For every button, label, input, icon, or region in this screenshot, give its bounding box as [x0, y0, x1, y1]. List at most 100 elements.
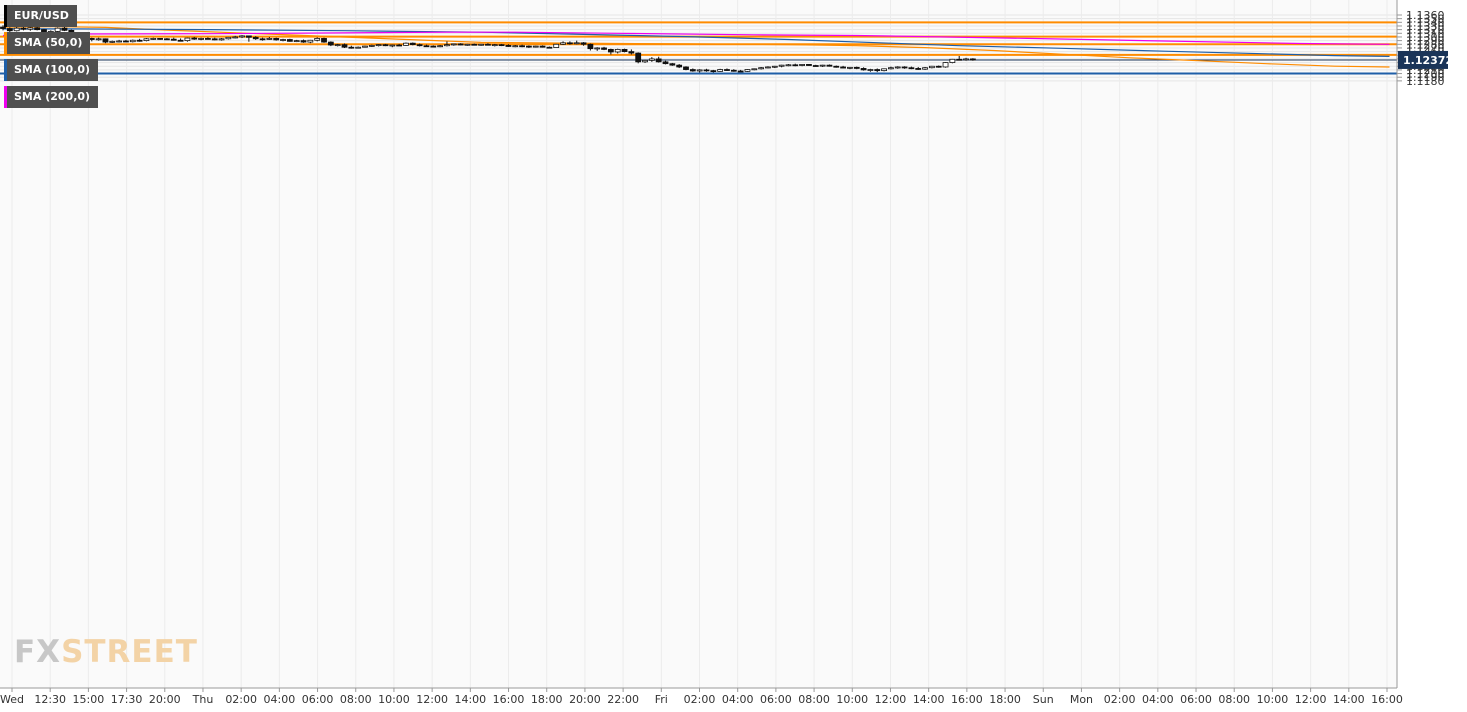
candle [327, 41, 334, 47]
candle-body [526, 45, 532, 48]
x-tick-label: 14:00 [454, 693, 486, 706]
candle [539, 45, 546, 48]
candle [136, 38, 143, 42]
candle-body [368, 44, 375, 47]
y-tick-label: 1.1310 [1406, 27, 1445, 40]
candle [703, 68, 710, 72]
candle-body [321, 38, 327, 43]
x-tick-label: 18:00 [989, 693, 1021, 706]
candle [232, 35, 239, 39]
candle-body [34, 27, 41, 31]
x-tick-label: Sun [1033, 693, 1054, 706]
candle [771, 65, 778, 69]
candle-body [102, 38, 109, 43]
candle-body [245, 35, 252, 38]
candle [553, 43, 560, 48]
candle [812, 64, 819, 67]
candle [526, 45, 532, 48]
candle [266, 36, 273, 40]
legend-swatch [4, 86, 7, 108]
candle-body [375, 44, 382, 47]
candle-body [129, 39, 136, 43]
x-tick-label: 10:00 [378, 693, 410, 706]
candle-body [348, 46, 355, 49]
candle [765, 66, 771, 69]
candle [778, 64, 785, 68]
candle-body [204, 38, 211, 40]
candle [662, 60, 669, 65]
candle [27, 27, 34, 31]
y-tick-label: 1.1320 [1406, 24, 1445, 37]
candle [239, 35, 245, 39]
candle [806, 64, 812, 66]
candle-body [136, 39, 143, 42]
candle-body [485, 43, 491, 46]
y-tick-label: 1.1360 [1406, 9, 1445, 22]
candle-body [751, 68, 758, 71]
candle-body [266, 38, 273, 40]
candle-body [730, 69, 737, 72]
candle [95, 37, 102, 41]
candle-body [628, 51, 635, 54]
candle-body [307, 39, 314, 43]
candle-body [239, 35, 245, 38]
candle [853, 66, 860, 70]
candle-body [409, 42, 416, 46]
candle-body [696, 69, 703, 72]
candle-body [778, 64, 785, 67]
candle [409, 42, 416, 46]
x-tick-label: 04:00 [722, 693, 754, 706]
legend-sma200[interactable]: SMA (200,0) [4, 86, 99, 108]
candle-body [170, 38, 177, 41]
candle [177, 38, 184, 42]
candle [860, 67, 867, 71]
legend-symbol[interactable]: EUR/USD [4, 5, 98, 27]
candle-body [396, 44, 403, 47]
candle [901, 66, 908, 69]
candle [614, 48, 621, 54]
candle [648, 57, 655, 62]
candle-body [963, 58, 969, 61]
candle-body [450, 43, 457, 46]
candle-body [573, 42, 580, 45]
candle [847, 66, 853, 70]
candle [935, 65, 942, 68]
candle-body [61, 27, 68, 31]
candle-body [744, 69, 751, 72]
x-tick-label: 17:30 [111, 693, 143, 706]
candle-body [894, 66, 901, 69]
candle [355, 46, 362, 49]
x-tick-label: 08:00 [798, 693, 830, 706]
candle [225, 36, 232, 40]
candle [669, 62, 676, 66]
candle [580, 42, 587, 46]
y-tick-label: 1.1340 [1406, 16, 1445, 29]
legend-sma100[interactable]: SMA (100,0) [4, 59, 99, 81]
x-tick-label: 12:00 [1295, 693, 1327, 706]
x-tick-label: 12:00 [875, 693, 907, 706]
candle-body [157, 38, 163, 40]
x-tick-label: 14:00 [913, 693, 945, 706]
candle [252, 36, 259, 40]
sma100-line [3, 28, 1390, 57]
candle-body [109, 40, 116, 43]
legend-sma200-label: SMA (200,0) [7, 86, 99, 108]
candle-body [867, 69, 874, 71]
legend-sma50[interactable]: SMA (50,0) [4, 32, 98, 54]
candle-body [478, 43, 485, 46]
candle [389, 44, 396, 48]
y-tick-label: 1.1350 [1406, 13, 1445, 26]
candle-body [286, 39, 293, 42]
candle-body [566, 42, 573, 45]
candle-body [949, 58, 956, 63]
candle-body [382, 44, 389, 47]
candle [867, 68, 874, 72]
x-tick-label: Thu [192, 693, 214, 706]
y-tick-label: 1.1280 [1406, 38, 1445, 51]
candle-body [942, 62, 949, 68]
candle [102, 38, 109, 44]
time-axis: Wed 12:30 15:00 17:30 20:00 Thu 02:00 04:00 06:0… [0, 687, 1403, 706]
candle [717, 68, 724, 72]
candle [710, 69, 717, 73]
